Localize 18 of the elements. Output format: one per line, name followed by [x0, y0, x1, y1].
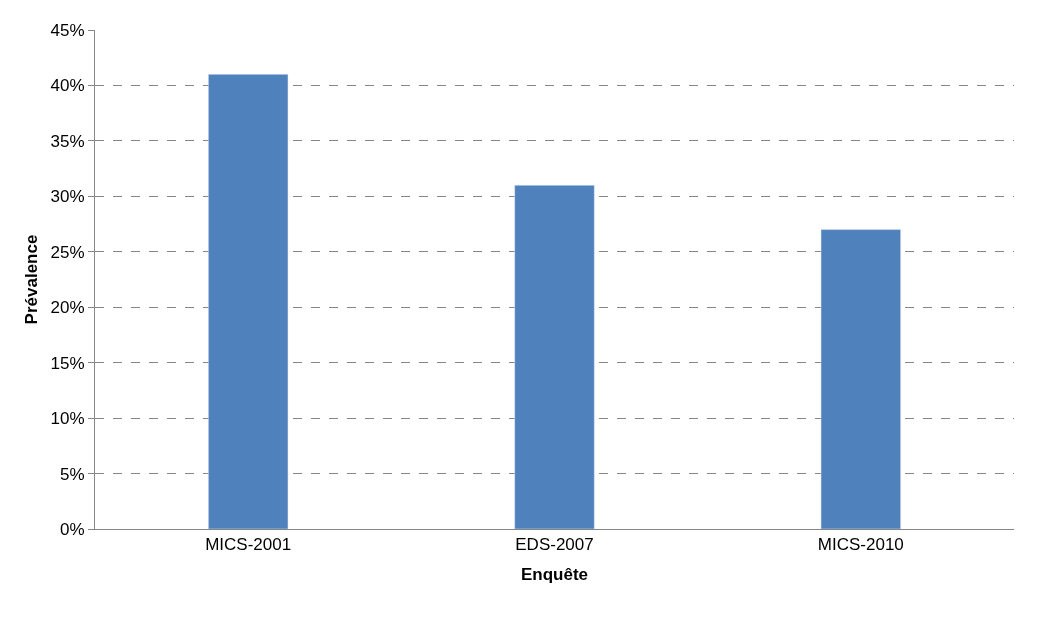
y-tick-label: 10%: [50, 409, 85, 429]
y-tick-label: 20%: [50, 298, 85, 318]
x-tick-label: EDS-2007: [515, 535, 594, 555]
y-tick-label: 30%: [50, 187, 85, 207]
y-tick-label: 25%: [50, 242, 85, 262]
y-tick-label: 5%: [60, 464, 85, 484]
y-tick-label: 35%: [50, 131, 85, 151]
x-axis-title: Enquête: [520, 564, 589, 584]
y-tick-label: 15%: [50, 353, 85, 373]
bar: [820, 229, 901, 529]
y-axis-title: Prévalence: [22, 234, 42, 325]
y-tick-label: 40%: [50, 76, 85, 96]
x-tick-label: MICS-2001: [205, 535, 292, 555]
x-tick-label: MICS-2010: [817, 535, 904, 555]
bar: [514, 184, 595, 529]
y-tick-label: 0%: [60, 519, 85, 539]
y-tick-label: 45%: [50, 20, 85, 40]
bar: [208, 74, 289, 529]
